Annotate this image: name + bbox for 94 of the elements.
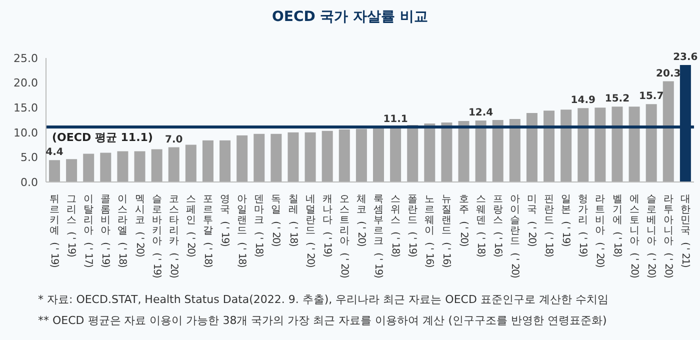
category-label: 오스트리아 ('20) xyxy=(338,194,350,278)
bar xyxy=(407,124,418,182)
category-label: 코스타리카 ('20) xyxy=(168,194,179,278)
data-label: 4.4 xyxy=(46,147,64,158)
x-tick-label: 독일 ('20) xyxy=(270,194,282,247)
x-tick-label: 덴마크 ('18) xyxy=(253,194,264,258)
x-tick-label: 헝가리 ('19) xyxy=(577,194,588,258)
category-label: 슬로바키아 ('19) xyxy=(150,194,162,278)
category-label: 에스토니아 ('20) xyxy=(628,194,640,278)
category-label: 아이슬란드 ('20) xyxy=(508,194,520,278)
x-tick-label: 그리스 ('19) xyxy=(66,194,77,258)
bar xyxy=(560,110,572,182)
data-label: 14.9 xyxy=(570,95,596,106)
x-tick-label: 스웨덴 ('18) xyxy=(474,194,486,258)
bar xyxy=(544,110,555,182)
bar xyxy=(646,104,657,182)
category-label: 네덜란드 ('20) xyxy=(304,194,316,268)
bar xyxy=(612,106,623,182)
bar xyxy=(288,132,299,182)
bar xyxy=(458,120,470,182)
y-tick-label: 20.0 xyxy=(14,76,38,90)
category-label: 슬로베니아 ('20) xyxy=(645,194,656,278)
x-tick-label: 벨기에 ('18) xyxy=(611,194,622,258)
bar xyxy=(66,159,78,182)
y-tick-label: 0.0 xyxy=(20,176,38,189)
chart-title: OECD 국가 자살률 비교 xyxy=(271,8,429,26)
bar xyxy=(220,140,231,182)
bar xyxy=(151,149,162,182)
bar xyxy=(594,108,606,182)
y-tick-label: 10.0 xyxy=(14,126,38,140)
text: * 자료: OECD.STAT, Health Status Data(2022. 9. 추출), 우리나라 최근 자료는 OECD 표준인구로 계산한 수치임 xyxy=(38,292,608,307)
category-label: 라투아니아 ('20) xyxy=(662,194,674,278)
y-tick-label: 25.0 xyxy=(14,52,38,65)
category-label: 포르투갈 ('18) xyxy=(202,194,213,268)
category-label: 뉴질랜드 ('16) xyxy=(440,194,452,268)
data-label: 15.7 xyxy=(639,91,664,102)
bar xyxy=(322,130,333,182)
bar xyxy=(509,119,520,182)
data-label: 23.6 xyxy=(673,52,698,63)
category-label: 대한민국 ('21) xyxy=(679,194,690,268)
bar xyxy=(390,126,402,182)
bar xyxy=(475,120,486,182)
bar xyxy=(270,134,282,182)
bar xyxy=(236,135,248,182)
data-label: 20.3 xyxy=(656,68,681,80)
x-tick-label: 호주 ('20) xyxy=(458,194,469,247)
bar xyxy=(254,134,265,182)
x-tick-label: 체코 ('20) xyxy=(355,194,366,247)
bar xyxy=(373,128,384,182)
x-tick-label: 스페인 ('20) xyxy=(184,194,196,258)
data-label: 7.0 xyxy=(165,134,183,146)
x-tick-label: 멕시코 ('20) xyxy=(134,194,145,258)
bar xyxy=(441,122,452,182)
data-label: 15.2 xyxy=(604,94,630,105)
bar xyxy=(628,106,640,182)
bar xyxy=(168,147,180,182)
x-tick-label: 칠레 ('18) xyxy=(287,194,298,247)
category-label: 이탈리아 ('17) xyxy=(82,194,94,268)
bar xyxy=(49,160,60,182)
ref-line-label: (OECD 평균 11.1) xyxy=(52,130,153,144)
bar xyxy=(304,132,316,182)
bar xyxy=(338,129,350,182)
bar xyxy=(185,144,196,182)
category-label: 이스라엘 ('18) xyxy=(116,194,128,268)
category-label: 아일랜드 ('18) xyxy=(236,194,248,268)
y-tick-label: 5.0 xyxy=(20,151,38,164)
x-tick-label: 프랑스 ('16) xyxy=(492,194,503,258)
category-label: 노르웨이 ('16) xyxy=(424,194,435,268)
bar xyxy=(117,151,128,182)
x-tick-label: 미국 ('20) xyxy=(526,194,537,247)
x-tick-label: 일본 ('19) xyxy=(560,194,572,247)
category-label: 콜롬비아 ('19) xyxy=(100,194,111,268)
bar xyxy=(100,152,112,182)
bar xyxy=(202,140,214,182)
category-label: 룩셈부르크 ('19) xyxy=(372,194,384,278)
x-tick-label: 스위스 ('18) xyxy=(390,194,401,258)
bar xyxy=(578,108,589,182)
text: ** OECD 평균은 자료 이용이 가능한 38개 국가의 가장 최근 자료를 이용하여 계산 (인구구조를 반영한 연령표준화) xyxy=(38,313,607,328)
x-tick-label: 캐나다 ('19) xyxy=(321,194,332,258)
category-label: 라트비아 ('20) xyxy=(594,194,606,268)
data-label: 11.1 xyxy=(383,114,408,125)
bar xyxy=(424,123,436,182)
bar xyxy=(83,154,94,182)
x-tick-label: 폴란드 ('19) xyxy=(406,194,418,258)
category-label: 튀르키예 ('19) xyxy=(48,194,60,268)
bar xyxy=(356,128,367,182)
bar xyxy=(492,120,504,182)
bar xyxy=(526,113,538,182)
x-tick-label: 핀란드 ('18) xyxy=(543,194,554,258)
y-tick-label: 15.0 xyxy=(14,102,38,115)
bar xyxy=(662,81,674,182)
data-label: 12.4 xyxy=(468,107,494,118)
x-tick-label: 영국 ('19) xyxy=(219,194,230,247)
bar xyxy=(134,151,146,182)
